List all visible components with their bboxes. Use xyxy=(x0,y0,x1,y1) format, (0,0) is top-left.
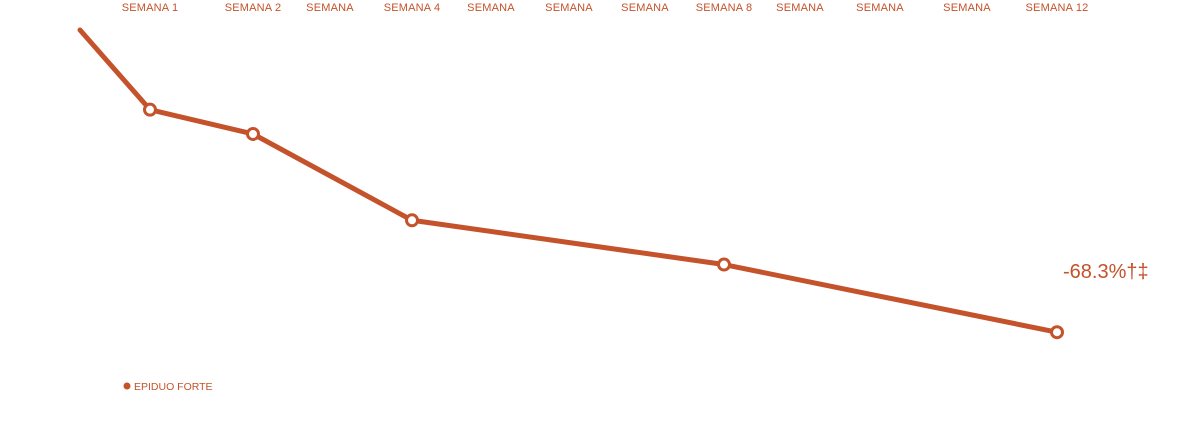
x-tick-label: SEMANA xyxy=(467,2,515,14)
x-tick-label: SEMANA 12 xyxy=(1026,2,1089,14)
data-point-markers xyxy=(143,102,1064,340)
x-tick-label: SEMANA xyxy=(943,2,991,14)
end-value-label: -68.3%†‡ xyxy=(1063,261,1149,283)
x-tick-label: SEMANA xyxy=(856,2,904,14)
x-tick-label: SEMANA 1 xyxy=(122,2,179,14)
x-axis-tick-labels: SEMANA 1 SEMANA 2 SEMANA SEMANA 4 SEMANA SEMA… xyxy=(122,2,1089,14)
series-line-epiduo-forte xyxy=(77,27,1060,335)
data-point-marker xyxy=(246,126,260,141)
x-tick-label: SEMANA 4 xyxy=(384,2,441,14)
legend-marker-icon xyxy=(123,382,131,390)
x-tick-label: SEMANA xyxy=(545,2,593,14)
x-tick-label: SEMANA xyxy=(776,2,824,14)
x-tick-label: SEMANA 8 xyxy=(696,2,753,14)
data-point-marker xyxy=(143,102,157,117)
data-point-marker xyxy=(1050,325,1064,340)
x-tick-label: SEMANA xyxy=(621,2,669,14)
data-point-marker xyxy=(405,213,419,228)
data-point-marker xyxy=(717,257,731,272)
x-tick-label: SEMANA 2 xyxy=(225,2,282,14)
x-tick-label: SEMANA xyxy=(306,2,354,14)
legend-label: EPIDUO FORTE xyxy=(134,381,213,393)
legend: EPIDUO FORTE xyxy=(123,381,213,393)
